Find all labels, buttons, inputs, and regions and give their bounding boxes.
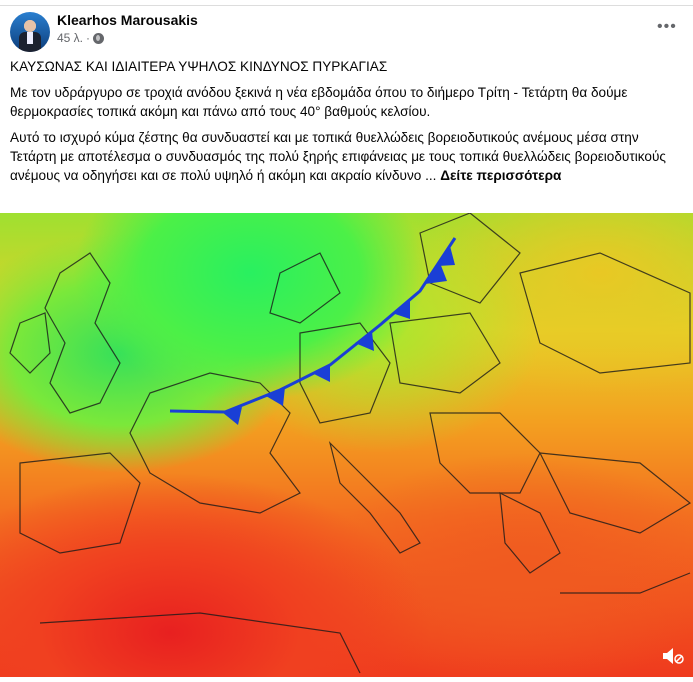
headline: ΚΑΥΣΩΝΑΣ ΚΑΙ ΙΔΙΑΙΤΕΡΑ ΥΨΗΛΟΣ ΚΙΝΔΥΝΟΣ Π…: [10, 59, 388, 74]
post-meta: 45 λ. ·: [57, 31, 105, 45]
avatar[interactable]: [10, 12, 50, 52]
more-options-button[interactable]: •••: [657, 18, 677, 35]
country-borders: [9, 213, 692, 674]
weather-map-video[interactable]: [0, 213, 693, 677]
paragraph-1: Με τον υδράργυρο σε τροχιά ανόδου ξεκινά…: [10, 85, 628, 119]
map-overlay: [9, 213, 692, 674]
paragraph-2: Αυτό το ισχυρό κύμα ζέστης θα συνδυαστεί…: [10, 130, 666, 183]
globe-icon: [93, 32, 105, 44]
speaker-muted-icon[interactable]: [661, 646, 685, 666]
timestamp[interactable]: 45 λ.: [57, 31, 84, 45]
author-name[interactable]: Klearhos Marousakis: [57, 12, 198, 28]
cold-front-triangles: [222, 246, 455, 425]
cold-front-line: [169, 237, 457, 414]
post-text: ΚΑΥΣΩΝΑΣ ΚΑΙ ΙΔΙΑΙΤΕΡΑ ΥΨΗΛΟΣ ΚΙΝΔΥΝΟΣ Π…: [10, 57, 685, 192]
see-more-link[interactable]: Δείτε περισσότερα: [440, 168, 562, 183]
divider: [0, 5, 693, 6]
